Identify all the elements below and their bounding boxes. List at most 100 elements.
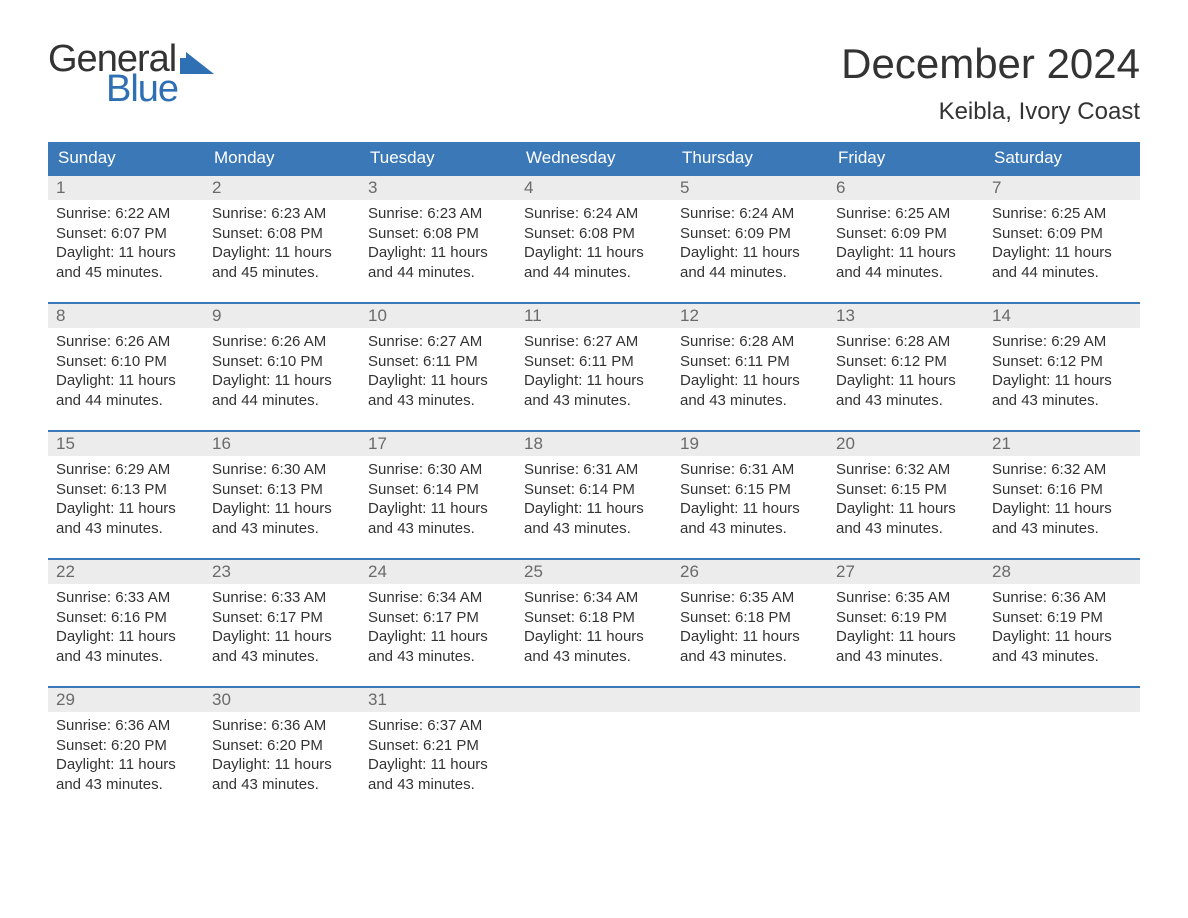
daylight-line: Daylight: 11 hours and 43 minutes. bbox=[368, 755, 508, 794]
day-details: Sunrise: 6:31 AMSunset: 6:14 PMDaylight:… bbox=[516, 456, 672, 546]
sunrise-line: Sunrise: 6:33 AM bbox=[56, 588, 196, 608]
daylight-line: Daylight: 11 hours and 43 minutes. bbox=[524, 371, 664, 410]
daylight-line: Daylight: 11 hours and 43 minutes. bbox=[992, 371, 1132, 410]
day-details: Sunrise: 6:30 AMSunset: 6:13 PMDaylight:… bbox=[204, 456, 360, 546]
day-number: 5 bbox=[672, 176, 828, 200]
day-header: Friday bbox=[828, 142, 984, 175]
calendar-cell: 31Sunrise: 6:37 AMSunset: 6:21 PMDayligh… bbox=[360, 687, 516, 815]
day-details: Sunrise: 6:22 AMSunset: 6:07 PMDaylight:… bbox=[48, 200, 204, 290]
daylight-line: Daylight: 11 hours and 43 minutes. bbox=[992, 499, 1132, 538]
sunset-line: Sunset: 6:17 PM bbox=[368, 608, 508, 628]
day-number: 21 bbox=[984, 432, 1140, 456]
calendar-cell: 13Sunrise: 6:28 AMSunset: 6:12 PMDayligh… bbox=[828, 303, 984, 431]
calendar-cell bbox=[672, 687, 828, 815]
day-number: 14 bbox=[984, 304, 1140, 328]
calendar-cell: 30Sunrise: 6:36 AMSunset: 6:20 PMDayligh… bbox=[204, 687, 360, 815]
daylight-line: Daylight: 11 hours and 44 minutes. bbox=[368, 243, 508, 282]
daylight-line: Daylight: 11 hours and 44 minutes. bbox=[524, 243, 664, 282]
sunset-line: Sunset: 6:15 PM bbox=[680, 480, 820, 500]
day-number: 6 bbox=[828, 176, 984, 200]
calendar-cell: 3Sunrise: 6:23 AMSunset: 6:08 PMDaylight… bbox=[360, 175, 516, 303]
sunset-line: Sunset: 6:12 PM bbox=[836, 352, 976, 372]
sunset-line: Sunset: 6:20 PM bbox=[56, 736, 196, 756]
sunrise-line: Sunrise: 6:23 AM bbox=[212, 204, 352, 224]
day-number: 29 bbox=[48, 688, 204, 712]
day-number: 11 bbox=[516, 304, 672, 328]
sunrise-line: Sunrise: 6:28 AM bbox=[680, 332, 820, 352]
sunset-line: Sunset: 6:21 PM bbox=[368, 736, 508, 756]
sunset-line: Sunset: 6:10 PM bbox=[56, 352, 196, 372]
sunrise-line: Sunrise: 6:35 AM bbox=[680, 588, 820, 608]
day-details: Sunrise: 6:34 AMSunset: 6:17 PMDaylight:… bbox=[360, 584, 516, 674]
calendar-cell: 21Sunrise: 6:32 AMSunset: 6:16 PMDayligh… bbox=[984, 431, 1140, 559]
daylight-line: Daylight: 11 hours and 43 minutes. bbox=[836, 371, 976, 410]
day-number-bar bbox=[516, 688, 672, 712]
day-details: Sunrise: 6:28 AMSunset: 6:12 PMDaylight:… bbox=[828, 328, 984, 418]
title-block: December 2024 Keibla, Ivory Coast bbox=[841, 40, 1140, 126]
sunset-line: Sunset: 6:18 PM bbox=[524, 608, 664, 628]
day-details: Sunrise: 6:35 AMSunset: 6:18 PMDaylight:… bbox=[672, 584, 828, 674]
calendar-cell: 12Sunrise: 6:28 AMSunset: 6:11 PMDayligh… bbox=[672, 303, 828, 431]
sunrise-line: Sunrise: 6:37 AM bbox=[368, 716, 508, 736]
daylight-line: Daylight: 11 hours and 43 minutes. bbox=[680, 499, 820, 538]
sunrise-line: Sunrise: 6:25 AM bbox=[836, 204, 976, 224]
day-number: 26 bbox=[672, 560, 828, 584]
day-number: 18 bbox=[516, 432, 672, 456]
day-details: Sunrise: 6:26 AMSunset: 6:10 PMDaylight:… bbox=[48, 328, 204, 418]
calendar-cell: 27Sunrise: 6:35 AMSunset: 6:19 PMDayligh… bbox=[828, 559, 984, 687]
sunset-line: Sunset: 6:11 PM bbox=[680, 352, 820, 372]
sunrise-line: Sunrise: 6:35 AM bbox=[836, 588, 976, 608]
month-title: December 2024 bbox=[841, 40, 1140, 88]
sunset-line: Sunset: 6:10 PM bbox=[212, 352, 352, 372]
daylight-line: Daylight: 11 hours and 43 minutes. bbox=[368, 371, 508, 410]
day-details: Sunrise: 6:35 AMSunset: 6:19 PMDaylight:… bbox=[828, 584, 984, 674]
day-number: 4 bbox=[516, 176, 672, 200]
day-number: 22 bbox=[48, 560, 204, 584]
sunrise-line: Sunrise: 6:29 AM bbox=[56, 460, 196, 480]
sunrise-line: Sunrise: 6:34 AM bbox=[524, 588, 664, 608]
calendar-cell: 28Sunrise: 6:36 AMSunset: 6:19 PMDayligh… bbox=[984, 559, 1140, 687]
calendar-week-row: 8Sunrise: 6:26 AMSunset: 6:10 PMDaylight… bbox=[48, 303, 1140, 431]
day-number-bar bbox=[828, 688, 984, 712]
sunrise-line: Sunrise: 6:26 AM bbox=[56, 332, 196, 352]
day-number: 23 bbox=[204, 560, 360, 584]
sunrise-line: Sunrise: 6:32 AM bbox=[992, 460, 1132, 480]
day-header-row: SundayMondayTuesdayWednesdayThursdayFrid… bbox=[48, 142, 1140, 175]
day-number: 13 bbox=[828, 304, 984, 328]
daylight-line: Daylight: 11 hours and 45 minutes. bbox=[212, 243, 352, 282]
header: General Blue December 2024 Keibla, Ivory… bbox=[48, 40, 1140, 126]
calendar-cell: 10Sunrise: 6:27 AMSunset: 6:11 PMDayligh… bbox=[360, 303, 516, 431]
sunset-line: Sunset: 6:13 PM bbox=[56, 480, 196, 500]
day-details: Sunrise: 6:32 AMSunset: 6:16 PMDaylight:… bbox=[984, 456, 1140, 546]
day-details: Sunrise: 6:36 AMSunset: 6:20 PMDaylight:… bbox=[48, 712, 204, 802]
calendar-cell bbox=[516, 687, 672, 815]
sunset-line: Sunset: 6:08 PM bbox=[524, 224, 664, 244]
day-details: Sunrise: 6:37 AMSunset: 6:21 PMDaylight:… bbox=[360, 712, 516, 802]
day-number: 30 bbox=[204, 688, 360, 712]
calendar-cell: 19Sunrise: 6:31 AMSunset: 6:15 PMDayligh… bbox=[672, 431, 828, 559]
sunrise-line: Sunrise: 6:24 AM bbox=[680, 204, 820, 224]
sunrise-line: Sunrise: 6:23 AM bbox=[368, 204, 508, 224]
sunrise-line: Sunrise: 6:25 AM bbox=[992, 204, 1132, 224]
sunrise-line: Sunrise: 6:34 AM bbox=[368, 588, 508, 608]
sunrise-line: Sunrise: 6:30 AM bbox=[368, 460, 508, 480]
day-number: 25 bbox=[516, 560, 672, 584]
daylight-line: Daylight: 11 hours and 43 minutes. bbox=[212, 755, 352, 794]
calendar-cell: 22Sunrise: 6:33 AMSunset: 6:16 PMDayligh… bbox=[48, 559, 204, 687]
daylight-line: Daylight: 11 hours and 43 minutes. bbox=[56, 627, 196, 666]
brand-logo: General Blue bbox=[48, 40, 214, 108]
calendar-week-row: 1Sunrise: 6:22 AMSunset: 6:07 PMDaylight… bbox=[48, 175, 1140, 303]
sunset-line: Sunset: 6:09 PM bbox=[992, 224, 1132, 244]
calendar-cell: 26Sunrise: 6:35 AMSunset: 6:18 PMDayligh… bbox=[672, 559, 828, 687]
sunset-line: Sunset: 6:08 PM bbox=[368, 224, 508, 244]
calendar-cell bbox=[828, 687, 984, 815]
calendar-cell: 17Sunrise: 6:30 AMSunset: 6:14 PMDayligh… bbox=[360, 431, 516, 559]
calendar-cell: 6Sunrise: 6:25 AMSunset: 6:09 PMDaylight… bbox=[828, 175, 984, 303]
day-details: Sunrise: 6:34 AMSunset: 6:18 PMDaylight:… bbox=[516, 584, 672, 674]
day-details: Sunrise: 6:24 AMSunset: 6:09 PMDaylight:… bbox=[672, 200, 828, 290]
sunrise-line: Sunrise: 6:28 AM bbox=[836, 332, 976, 352]
day-details: Sunrise: 6:24 AMSunset: 6:08 PMDaylight:… bbox=[516, 200, 672, 290]
day-number: 7 bbox=[984, 176, 1140, 200]
daylight-line: Daylight: 11 hours and 45 minutes. bbox=[56, 243, 196, 282]
calendar-cell: 1Sunrise: 6:22 AMSunset: 6:07 PMDaylight… bbox=[48, 175, 204, 303]
